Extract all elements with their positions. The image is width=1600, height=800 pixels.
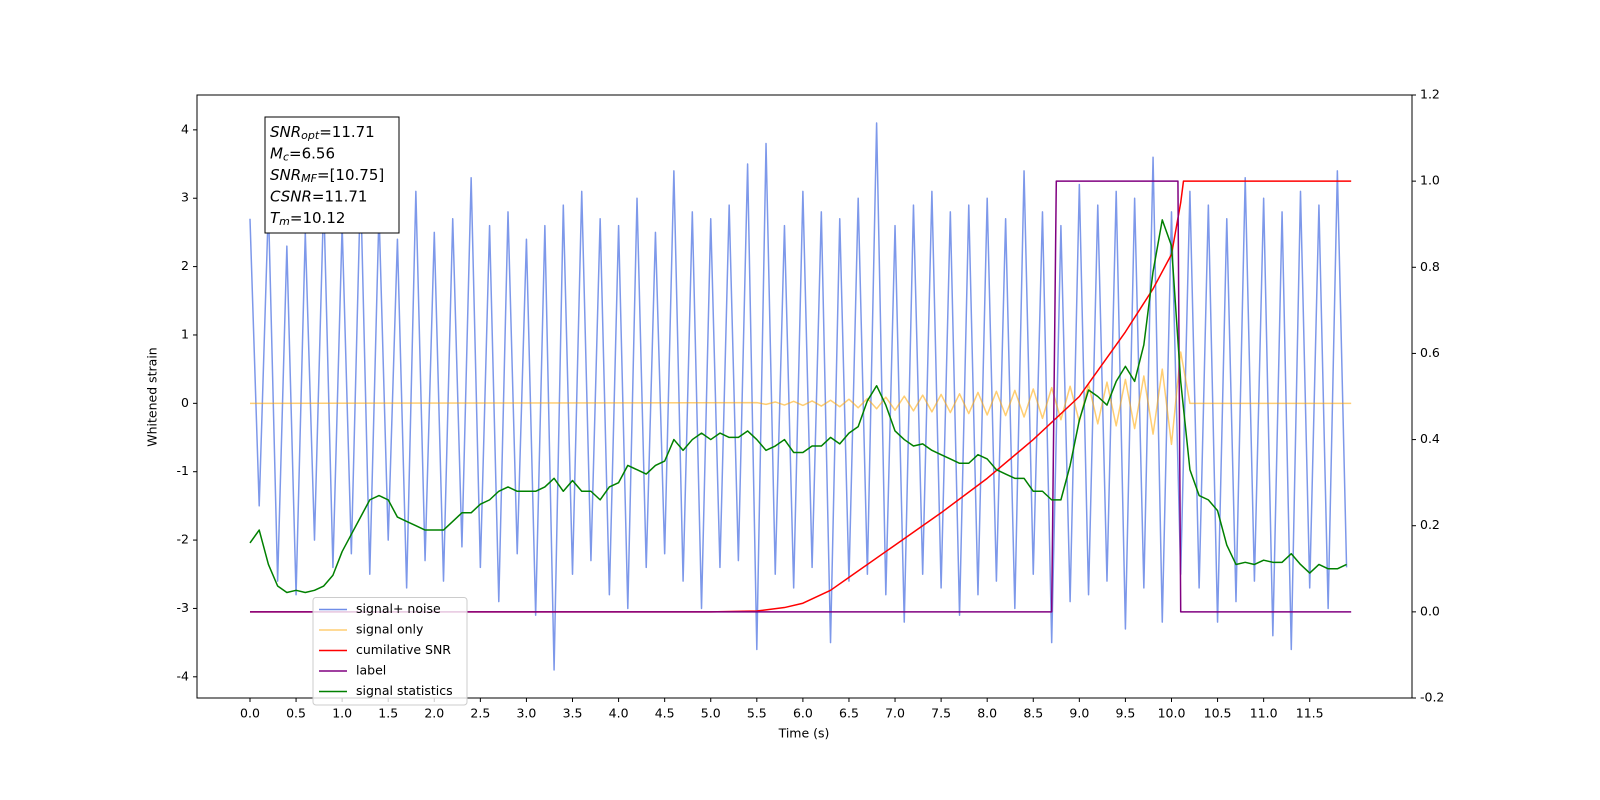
legend-label: signal statistics: [356, 683, 453, 698]
x-tick-label: 5.0: [701, 706, 721, 721]
x-tick-label: 10.5: [1204, 706, 1232, 721]
legend-label: signal only: [356, 622, 424, 637]
legend: signal+ noise signal only cumilative SNR la…: [312, 597, 468, 706]
y2-tick-label: 0.4: [1420, 431, 1440, 446]
y-tick-label: 1: [181, 326, 189, 341]
x-tick-label: 6.0: [793, 706, 813, 721]
annotation-symbol: M: [270, 144, 283, 162]
x-tick-label: 1.0: [332, 706, 352, 721]
x-tick-label: 0.0: [240, 706, 260, 721]
annotation-box: [264, 116, 400, 234]
legend-label: signal+ noise: [356, 601, 441, 616]
legend-label: cumilative SNR: [356, 642, 451, 657]
series-line: [249, 351, 1352, 446]
annotation-symbol: CSNR: [270, 187, 312, 205]
x-tick-label: 4.0: [609, 706, 629, 721]
x-axis-label: Time (s): [778, 726, 830, 741]
annotation-symbol: T: [270, 209, 281, 227]
x-tick-label: 3.0: [516, 706, 536, 721]
series-line: [249, 180, 1352, 613]
y-tick-label: 3: [181, 190, 189, 205]
x-tick-label: 3.5: [563, 706, 583, 721]
y2-tick-label: 0.0: [1420, 603, 1440, 618]
annotation-line: Tm=10.12: [270, 209, 345, 229]
axes-frame: [196, 94, 1413, 699]
annotation-subscript: opt: [301, 129, 320, 142]
annotation-symbol: SNR: [270, 166, 301, 184]
x-tick-label: 2.0: [424, 706, 444, 721]
series-line: [249, 122, 1348, 671]
y-tick-label: -4: [177, 668, 190, 683]
x-tick-label: 4.5: [655, 706, 675, 721]
x-tick-label: 11.0: [1250, 706, 1278, 721]
legend-box: [312, 597, 468, 706]
annotation-subscript: m: [279, 215, 290, 228]
y2-tick-label: 1.2: [1420, 87, 1440, 102]
x-tick-label: 0.5: [286, 706, 306, 721]
x-tick-label: 9.0: [1069, 706, 1089, 721]
legend-label: label: [356, 663, 386, 678]
annotation-subscript: c: [283, 151, 289, 164]
annotation-line: SNRopt=11.71: [270, 123, 375, 143]
y-tick-label: -1: [177, 463, 189, 478]
annotation-line: SNRMF=[10.75]: [270, 166, 384, 186]
annotation-subscript: MF: [301, 172, 317, 185]
annotation: SNRopt=11.71Mc=6.56SNRMF=[10.75]CSNR=11.…: [264, 116, 400, 234]
annotation-value: =11.71: [312, 187, 368, 205]
y-tick-label: -2: [177, 532, 189, 547]
annotation-symbol: SNR: [270, 123, 301, 141]
x-tick-label: 7.5: [931, 706, 951, 721]
annotation-value: =[10.75]: [317, 166, 384, 184]
annotation-value: =11.71: [319, 123, 375, 141]
x-tick-label: 6.5: [839, 706, 859, 721]
y-tick-label: 0: [181, 395, 189, 410]
annotation-value: =10.12: [290, 209, 346, 227]
annotation-value: =6.56: [289, 144, 335, 162]
y-tick-label: -3: [177, 600, 189, 615]
plot-area: [249, 122, 1352, 671]
x-tick-label: 8.5: [1023, 706, 1043, 721]
y2-tick-label: 1.0: [1420, 173, 1440, 188]
y-tick-label: 4: [181, 121, 189, 136]
x-tick-label: 10.0: [1158, 706, 1186, 721]
y2-tick-label: -0.2: [1420, 690, 1444, 705]
series-line: [249, 219, 1347, 594]
x-tick-label: 11.5: [1296, 706, 1324, 721]
annotation-line: Mc=6.56: [270, 144, 335, 164]
x-tick-label: 7.0: [885, 706, 905, 721]
y-tick-label: 2: [181, 258, 189, 273]
y2-tick-label: 0.8: [1420, 259, 1440, 274]
x-tick-label: 2.5: [470, 706, 490, 721]
series-line: [249, 180, 1352, 613]
x-tick-label: 9.5: [1115, 706, 1135, 721]
y2-tick-label: 0.2: [1420, 517, 1440, 532]
x-tick-label: 5.5: [747, 706, 767, 721]
x-tick-label: 1.5: [378, 706, 398, 721]
x-tick-label: 8.0: [977, 706, 997, 721]
ticks: 0.0 0.5 1.0 1.5 2.0 2.5 3.0 3.5 4.0 4.5 5.0 5.5 6.0 6…: [177, 87, 1445, 721]
annotation-line: CSNR=11.71: [270, 187, 367, 205]
y-axis-label: Whitened strain: [145, 347, 160, 446]
y2-tick-label: 0.6: [1420, 345, 1440, 360]
